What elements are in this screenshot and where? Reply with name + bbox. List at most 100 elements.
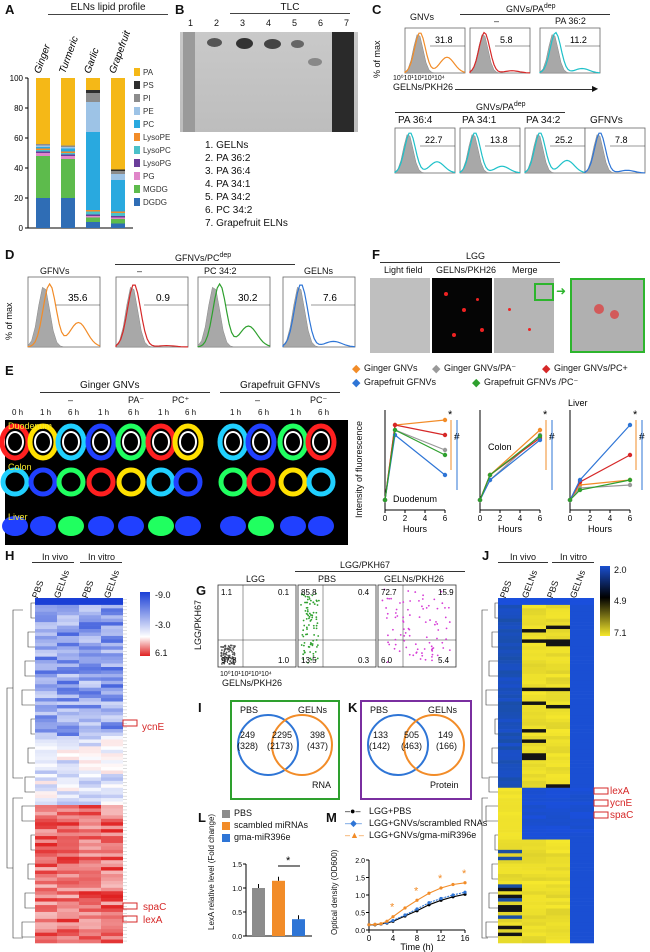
heat-cell xyxy=(498,829,522,833)
growth-point xyxy=(439,896,443,901)
heat-cell xyxy=(522,660,546,664)
e-time-label: 6 h xyxy=(258,408,270,417)
heat-cell xyxy=(35,801,57,806)
bar-segment-pc xyxy=(61,148,75,152)
heat-cell xyxy=(546,736,570,740)
bar-segment-pc xyxy=(86,132,100,210)
legend-label: LysoPE xyxy=(143,133,170,142)
heat-cell xyxy=(570,794,594,799)
dendrogram xyxy=(27,863,35,880)
heat-cell xyxy=(101,825,123,830)
heat-cell xyxy=(79,739,101,744)
dendrogram xyxy=(12,609,23,779)
heat-cell xyxy=(101,829,123,833)
heat-cell xyxy=(570,767,594,771)
heat-cell xyxy=(35,749,57,754)
heat-cell xyxy=(498,870,522,875)
growth-point xyxy=(427,891,431,895)
flow-histograms-d: 35.6 0.9 30.2 7.6 xyxy=(27,276,356,348)
heat-cell xyxy=(522,739,546,744)
bar-segment-ps xyxy=(111,169,125,171)
duodenum-outline xyxy=(252,431,270,453)
heat-cell xyxy=(79,839,101,844)
heat-cell xyxy=(57,887,79,892)
heat-cell xyxy=(79,849,101,854)
heat-cell xyxy=(546,898,570,902)
legend-swatch xyxy=(222,822,230,830)
lane-number: 3 xyxy=(240,18,246,28)
flow-dot xyxy=(431,650,434,652)
bar xyxy=(272,880,285,936)
liver-signal xyxy=(280,516,306,536)
h-column-label: GELNs xyxy=(102,568,122,600)
heat-cell xyxy=(570,832,594,837)
heat-cell xyxy=(570,780,594,785)
heat-cell xyxy=(498,625,522,630)
quadrant-value: 15.9 xyxy=(438,588,454,597)
h-column-label: PBS xyxy=(80,579,96,600)
heat-cell xyxy=(498,905,522,909)
heat-cell xyxy=(57,805,79,809)
heat-cell xyxy=(498,604,522,609)
heat-cell xyxy=(57,667,79,671)
heat-cell xyxy=(546,615,570,619)
heat-cell xyxy=(498,698,522,702)
heat-cell xyxy=(101,798,123,802)
heat-cell xyxy=(522,722,546,726)
tlc-spot xyxy=(207,38,222,47)
heat-cell xyxy=(35,608,57,613)
dendrogram xyxy=(485,689,498,706)
heat-cell xyxy=(101,732,123,737)
heat-cell xyxy=(546,718,570,723)
heat-cell xyxy=(79,811,101,816)
heat-cell xyxy=(522,925,546,930)
heat-cell xyxy=(522,763,546,768)
legend-marker-icon: ◆ xyxy=(542,363,551,375)
heat-cell xyxy=(35,815,57,820)
dendrogram xyxy=(21,921,35,938)
gene-spaC-j: spaC xyxy=(610,810,634,821)
heat-cell xyxy=(57,711,79,716)
heat-cell xyxy=(57,798,79,802)
e-subheader: PC⁺ xyxy=(172,395,190,405)
heat-cell xyxy=(546,777,570,782)
heat-cell xyxy=(522,642,546,647)
bar-segment-pi xyxy=(61,145,75,147)
flow-d-header-gfnvs-pc: GFNVs/PCdep xyxy=(175,252,232,263)
heat-cell xyxy=(57,829,79,833)
legend-swatch xyxy=(134,185,140,193)
venn-protein xyxy=(367,714,465,776)
heat-cell xyxy=(57,625,79,630)
gate-value: 7.8 xyxy=(615,135,628,145)
heat-cell xyxy=(522,780,546,785)
flow-dot xyxy=(316,622,319,625)
heat-cell xyxy=(570,691,594,695)
heat-cell xyxy=(570,625,594,630)
heat-cell xyxy=(498,925,522,930)
data-point xyxy=(442,447,448,453)
flow-dot xyxy=(399,602,401,604)
heat-cell xyxy=(79,832,101,837)
e-subheader: – xyxy=(68,395,74,405)
heat-cell xyxy=(546,773,570,778)
heat-cell xyxy=(498,660,522,664)
bar-segment-lysope xyxy=(111,211,125,213)
venn-circle-gelns xyxy=(403,714,465,776)
heat-cell xyxy=(498,791,522,795)
growth-point xyxy=(367,923,371,927)
y-tick-label: 1.0 xyxy=(355,893,365,900)
arrow-head-icon: ▶ xyxy=(592,84,599,93)
legend-swatch xyxy=(134,172,140,180)
heat-cell xyxy=(546,794,570,799)
flow-d-header-pc342: PC 34:2 xyxy=(204,266,237,276)
e-time-label: 1 h xyxy=(40,408,52,417)
bar-segment-lysope xyxy=(36,148,50,150)
growth-point xyxy=(439,886,443,890)
legend-swatch xyxy=(134,68,140,76)
x-axis-label: Hours xyxy=(588,524,613,534)
heat-cell xyxy=(35,770,57,775)
flow-dot xyxy=(415,652,418,654)
liver-signal xyxy=(118,516,144,536)
l-legend: PBS scambled miRNAs gma-miR396e xyxy=(222,808,322,848)
flow-header-gnvs: GNVs xyxy=(410,12,435,22)
